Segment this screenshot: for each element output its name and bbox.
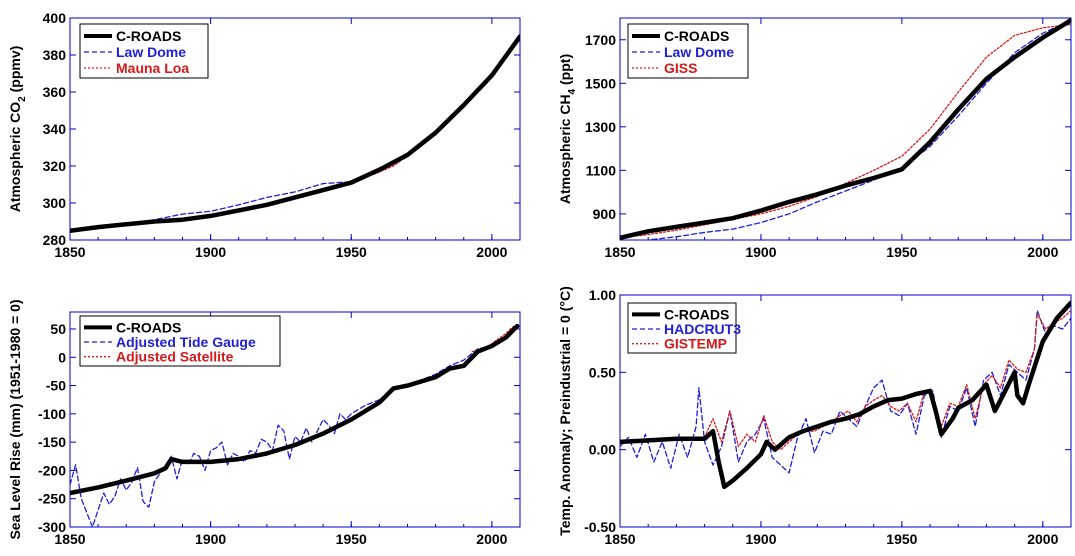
chart-panel-temperature: 1850 1900 1950 2000 -0.50 0.00 0.50 1.00 Temp. A… bbox=[557, 286, 1072, 547]
y-axis-title: Atmospheric CH4 (ppt) bbox=[557, 54, 578, 204]
chart-panel-co2: 1850 1900 1950 2000 280 300 320 340 360 380 400 Atm… bbox=[7, 10, 521, 260]
y-axis-title-main: Atmospheric CO bbox=[7, 102, 23, 213]
legend-label: HADCRUT3 bbox=[664, 321, 741, 337]
x-tick-label: 1950 bbox=[886, 244, 917, 260]
y-tick-label: 280 bbox=[43, 232, 67, 248]
y-tick-label: -200 bbox=[38, 462, 66, 478]
y-tick-label: 340 bbox=[43, 121, 67, 137]
x-tick-label: 1850 bbox=[604, 531, 635, 547]
y-tick-label: 1700 bbox=[585, 32, 616, 48]
y-axis-title-main: Atmospheric CH bbox=[557, 94, 573, 204]
x-tick-label: 1850 bbox=[54, 244, 85, 260]
series-line-c-roads bbox=[70, 34, 520, 234]
x-tick-label: 1850 bbox=[54, 531, 85, 547]
series-line-c-roads bbox=[620, 300, 1071, 490]
y-tick-label: -0.50 bbox=[584, 519, 616, 535]
y-tick-label: 400 bbox=[43, 10, 67, 26]
x-tick-label: 1850 bbox=[604, 244, 635, 260]
y-axis-title-subscript: 4 bbox=[567, 88, 578, 94]
x-tick-label: 1900 bbox=[195, 531, 226, 547]
y-axis-title-unit: (ppmv) bbox=[7, 46, 23, 97]
legend-box bbox=[627, 302, 737, 354]
legend-label: Law Dome bbox=[116, 44, 186, 60]
y-axis-title: Atmospheric CO2 (ppmv) bbox=[7, 46, 28, 213]
y-tick-label: 0 bbox=[58, 349, 66, 365]
x-tick-label: 1900 bbox=[745, 531, 776, 547]
series-line-gistemp bbox=[703, 309, 1071, 451]
legend-box bbox=[627, 23, 749, 79]
legend-box bbox=[79, 315, 281, 367]
y-tick-label: 1300 bbox=[585, 119, 616, 135]
x-tick-label: 1900 bbox=[745, 244, 776, 260]
legend-box bbox=[79, 23, 209, 79]
y-tick-label: 0.50 bbox=[589, 364, 616, 380]
y-tick-label: 360 bbox=[43, 84, 67, 100]
legend-label: Adjusted Tide Gauge bbox=[116, 334, 256, 350]
legend-label: C-ROADS bbox=[116, 319, 181, 335]
series-line-c-roads bbox=[70, 323, 520, 496]
y-tick-label: 1.00 bbox=[589, 287, 616, 303]
x-tick-label: 1950 bbox=[336, 244, 367, 260]
legend-label: C-ROADS bbox=[664, 306, 729, 322]
x-tick-label: 2000 bbox=[1027, 244, 1058, 260]
legend-label: GISTEMP bbox=[664, 336, 727, 352]
series-line-adjusted-tide-gauge bbox=[70, 345, 493, 527]
y-axis-title-unit: (ppt) bbox=[557, 54, 573, 89]
chart-panel-sea-level: 1850 1900 1950 2000 -300 -250 -200 -150 -100 -50 0… bbox=[7, 299, 521, 547]
x-tick-label: 1950 bbox=[886, 531, 917, 547]
legend-label: Mauna Loa bbox=[116, 60, 189, 76]
legend-label: Law Dome bbox=[664, 44, 734, 60]
y-tick-label: -250 bbox=[38, 491, 66, 507]
x-tick-label: 1950 bbox=[336, 531, 367, 547]
x-tick-label: 2000 bbox=[1027, 531, 1058, 547]
y-tick-label: 900 bbox=[593, 206, 617, 222]
y-tick-label: -100 bbox=[38, 406, 66, 422]
y-tick-label: -50 bbox=[46, 378, 66, 394]
series-line-mauna-loa bbox=[373, 36, 520, 175]
y-tick-label: 50 bbox=[50, 321, 66, 337]
chart-panel-ch4: 1850 1900 1950 2000 900 1100 1300 1500 1700 Atmos… bbox=[557, 17, 1072, 260]
x-tick-label: 2000 bbox=[476, 531, 507, 547]
x-tick-label: 1900 bbox=[195, 244, 226, 260]
y-axis-title: Sea Level Rise (mm) (1951-1980 = 0) bbox=[7, 299, 23, 539]
legend-label: GISS bbox=[664, 60, 697, 76]
y-tick-label: 0.00 bbox=[589, 442, 616, 458]
legend-label: Adjusted Satellite bbox=[116, 349, 234, 365]
y-tick-label: 380 bbox=[43, 47, 67, 63]
y-tick-label: -300 bbox=[38, 519, 66, 535]
legend-label: C-ROADS bbox=[664, 28, 729, 44]
y-tick-label: 1100 bbox=[586, 162, 617, 178]
legend-label: C-ROADS bbox=[116, 28, 181, 44]
y-tick-label: -150 bbox=[38, 434, 66, 450]
series-line-hadcrut3 bbox=[620, 309, 1071, 474]
series-line-c-roads bbox=[620, 18, 1071, 240]
x-tick-label: 2000 bbox=[476, 244, 507, 260]
y-tick-label: 300 bbox=[43, 195, 67, 211]
y-axis-title-subscript: 2 bbox=[17, 96, 28, 102]
y-axis-title: Temp. Anomaly; Preindustrial = 0 (°C) bbox=[557, 286, 573, 535]
y-tick-label: 320 bbox=[43, 158, 67, 174]
y-tick-label: 1500 bbox=[585, 75, 616, 91]
series-line-adjusted-satellite bbox=[471, 323, 518, 353]
